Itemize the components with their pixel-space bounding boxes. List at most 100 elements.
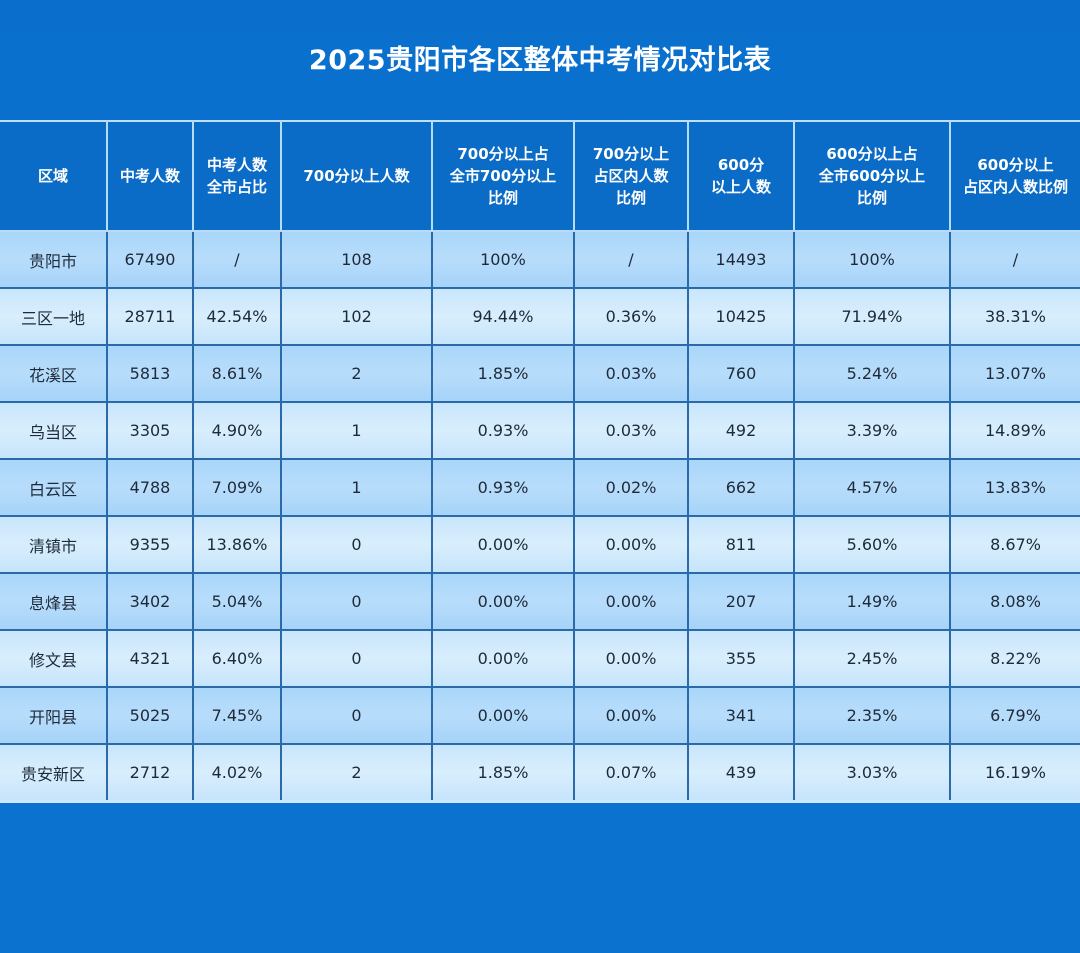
table-cell: 5025 — [106, 687, 193, 745]
table-cell: 6.79% — [949, 687, 1080, 745]
table-cell: 4788 — [106, 459, 193, 517]
table-cell: 100% — [793, 231, 950, 289]
table-cell: 102 — [280, 288, 432, 346]
region-cell: 白云区 — [0, 459, 107, 517]
table-row: 白云区 4788 7.09% 1 0.93% 0.02% 662 4.57% 13.83% — [0, 459, 1080, 517]
table-cell: 0.02% — [573, 459, 688, 517]
table-cell: 439 — [687, 744, 794, 803]
table-cell: 94.44% — [431, 288, 574, 346]
table-cell: 1 — [280, 459, 432, 517]
table-cell: 0 — [280, 630, 432, 688]
region-cell: 开阳县 — [0, 687, 107, 745]
table-row: 贵安新区 2712 4.02% 2 1.85% 0.07% 439 3.03% 16.19% — [0, 744, 1080, 803]
table-cell: 5.24% — [793, 345, 950, 403]
header-cell: 700分以上人数 — [280, 121, 432, 232]
table-cell: 14.89% — [949, 402, 1080, 460]
table-cell: 0.00% — [431, 573, 574, 631]
table-cell: 8.08% — [949, 573, 1080, 631]
table-cell: 3.03% — [793, 744, 950, 803]
table-cell: / — [192, 231, 281, 289]
table-cell: 0.00% — [431, 516, 574, 574]
table-cell: 38.31% — [949, 288, 1080, 346]
region-cell: 贵阳市 — [0, 231, 107, 289]
table-row: 开阳县 5025 7.45% 0 0.00% 0.00% 341 2.35% 6.79% — [0, 687, 1080, 745]
table-cell: 0.00% — [573, 573, 688, 631]
table-cell: 42.54% — [192, 288, 281, 346]
table-row: 花溪区 5813 8.61% 2 1.85% 0.03% 760 5.24% 13.07% — [0, 345, 1080, 403]
table-cell: 5813 — [106, 345, 193, 403]
table-row: 三区一地 28711 42.54% 102 94.44% 0.36% 10425 71.94%… — [0, 288, 1080, 346]
table-cell: 7.09% — [192, 459, 281, 517]
table-cell: 16.19% — [949, 744, 1080, 803]
table-row: 息烽县 3402 5.04% 0 0.00% 0.00% 207 1.49% 8.08% — [0, 573, 1080, 631]
header-cell: 中考人数 — [106, 121, 193, 232]
table-cell: 0 — [280, 516, 432, 574]
table-cell: 2.45% — [793, 630, 950, 688]
table-cell: 2 — [280, 744, 432, 803]
table-cell: 4.57% — [793, 459, 950, 517]
table-cell: 3402 — [106, 573, 193, 631]
table-cell: 492 — [687, 402, 794, 460]
table-row: 修文县 4321 6.40% 0 0.00% 0.00% 355 2.45% 8.22% — [0, 630, 1080, 688]
region-cell: 清镇市 — [0, 516, 107, 574]
table-cell: 0 — [280, 573, 432, 631]
table-cell: 28711 — [106, 288, 193, 346]
table-cell: 0 — [280, 687, 432, 745]
table-cell: 355 — [687, 630, 794, 688]
table-cell: 0.03% — [573, 402, 688, 460]
table-cell: 108 — [280, 231, 432, 289]
table-cell: 13.07% — [949, 345, 1080, 403]
table-cell: 1.49% — [793, 573, 950, 631]
header-cell: 600分以上 占区内人数比例 — [949, 121, 1080, 232]
region-cell: 花溪区 — [0, 345, 107, 403]
table-cell: 5.60% — [793, 516, 950, 574]
table-cell: 10425 — [687, 288, 794, 346]
table-cell: 2712 — [106, 744, 193, 803]
table-cell: 67490 — [106, 231, 193, 289]
table-cell: 0.03% — [573, 345, 688, 403]
comparison-table: 区域 中考人数 中考人数 全市占比 700分以上人数 700分以上占 全市700… — [0, 120, 1080, 803]
table-row: 乌当区 3305 4.90% 1 0.93% 0.03% 492 3.39% 14.89% — [0, 402, 1080, 460]
table-cell: 1 — [280, 402, 432, 460]
table-cell: 5.04% — [192, 573, 281, 631]
region-cell: 乌当区 — [0, 402, 107, 460]
table-cell: 4.90% — [192, 402, 281, 460]
table-cell: 4321 — [106, 630, 193, 688]
table-row: 清镇市 9355 13.86% 0 0.00% 0.00% 811 5.60% 8.67% — [0, 516, 1080, 574]
table-cell: 207 — [687, 573, 794, 631]
table-cell: 4.02% — [192, 744, 281, 803]
table-cell: 3305 — [106, 402, 193, 460]
table-cell: 13.83% — [949, 459, 1080, 517]
table-cell: 2.35% — [793, 687, 950, 745]
table-cell: 1.85% — [431, 744, 574, 803]
header-cell: 700分以上占 全市700分以上 比例 — [431, 121, 574, 232]
header-cell: 600分 以上人数 — [687, 121, 794, 232]
table-cell: 13.86% — [192, 516, 281, 574]
header-cell: 区域 — [0, 121, 107, 232]
table-cell: 100% — [431, 231, 574, 289]
table-cell: 0.00% — [573, 687, 688, 745]
table-cell: 341 — [687, 687, 794, 745]
region-cell: 三区一地 — [0, 288, 107, 346]
table-cell: 0.07% — [573, 744, 688, 803]
table-cell: 0.36% — [573, 288, 688, 346]
header-row: 区域 中考人数 中考人数 全市占比 700分以上人数 700分以上占 全市700… — [0, 121, 1080, 232]
table-cell: 0.00% — [431, 687, 574, 745]
region-cell: 贵安新区 — [0, 744, 107, 803]
region-cell: 息烽县 — [0, 573, 107, 631]
region-cell: 修文县 — [0, 630, 107, 688]
page-title: 2025贵阳市各区整体中考情况对比表 — [308, 45, 772, 76]
table-cell: 8.22% — [949, 630, 1080, 688]
table-cell: 0.00% — [431, 630, 574, 688]
table-cell: 14493 — [687, 231, 794, 289]
table-cell: 0.93% — [431, 459, 574, 517]
table-cell: 0.00% — [573, 630, 688, 688]
table-cell: 3.39% — [793, 402, 950, 460]
table-cell: 811 — [687, 516, 794, 574]
table-cell: 71.94% — [793, 288, 950, 346]
table-cell: 8.67% — [949, 516, 1080, 574]
table-cell: 2 — [280, 345, 432, 403]
table-cell: 7.45% — [192, 687, 281, 745]
table-cell: / — [949, 231, 1080, 289]
table-cell: / — [573, 231, 688, 289]
